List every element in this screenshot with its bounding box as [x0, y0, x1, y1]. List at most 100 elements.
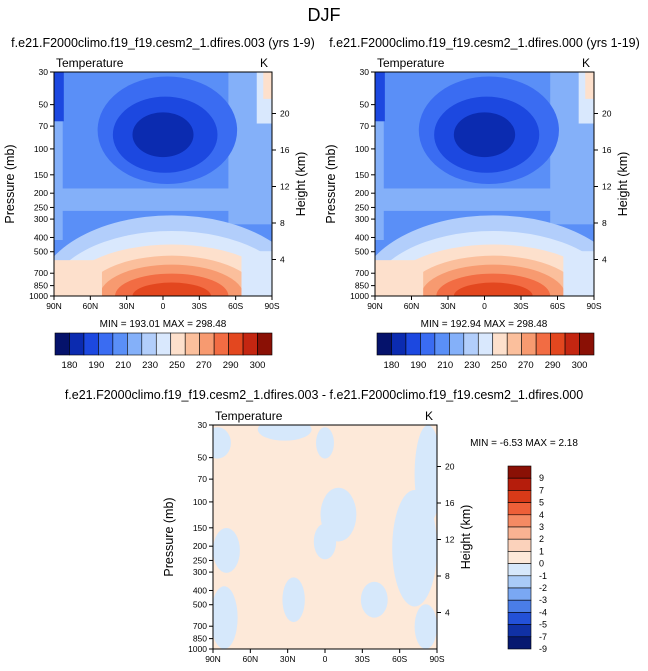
x-tick-label: 60S [550, 301, 565, 311]
height-tick-label: 8 [280, 218, 285, 228]
y-tick-label: 500 [193, 600, 207, 610]
y-tick-label: 1000 [29, 291, 48, 301]
height-tick-label: 16 [280, 145, 290, 155]
contour-field [213, 425, 437, 649]
colorbar-label: 210 [437, 360, 453, 371]
colorbar-swatch [507, 538, 532, 552]
min-max-stats: MIN = 193.01 MAX = 298.48 [100, 319, 227, 330]
colorbar-label: -1 [539, 571, 547, 581]
height-tick-label: 20 [280, 108, 290, 118]
colorbar-swatch [507, 477, 532, 491]
x-tick-label: 90S [586, 301, 601, 311]
height-tick-label: 12 [280, 181, 290, 191]
y-tick-label: 70 [360, 121, 370, 131]
x-tick-label: 30S [192, 301, 207, 311]
colorbar: 180 190 210 230 250 270 290 300 [54, 332, 273, 371]
colorbar: 180 190 210 230 250 270 290 300 [376, 332, 595, 371]
colorbar-label: 3 [539, 522, 544, 532]
x-tick-label: 30N [119, 301, 135, 311]
colorbar-swatch [507, 465, 532, 479]
y-tick-label: 850 [355, 281, 369, 291]
colorbar-label: 190 [88, 360, 104, 371]
y-tick-label: 400 [355, 232, 369, 242]
y-tick-label: 150 [34, 170, 48, 180]
colorbar-swatch [564, 332, 580, 356]
y-tick-label: 150 [193, 523, 207, 533]
y-tick-label: 250 [355, 202, 369, 212]
y-tick-label: 1000 [188, 644, 207, 654]
height-tick-label: 16 [602, 145, 612, 155]
units-label: K [425, 409, 433, 423]
colorbar-swatch [579, 332, 595, 356]
colorbar: 9 7 5 4 3 2 1 0 -1 -2 -3 -4 -5 -7 -9 [507, 465, 547, 654]
x-tick-label: 0 [323, 654, 328, 664]
chart-panel-2: f.e21.F2000climo.f19_f19.cesm2_1.dfires.… [324, 36, 640, 371]
colorbar-label: 7 [539, 485, 544, 495]
colorbar-swatch [376, 332, 392, 356]
chart-panel-3: f.e21.F2000climo.f19_f19.cesm2_1.dfires.… [65, 388, 583, 664]
colorbar-swatch [391, 332, 407, 356]
contour-field [375, 72, 594, 296]
colorbar-label: 5 [539, 498, 544, 508]
x-tick-label: 90S [264, 301, 279, 311]
colorbar-swatch [535, 332, 551, 356]
colorbar-label: 2 [539, 534, 544, 544]
y-tick-label: 200 [355, 188, 369, 198]
chart-panel-1: f.e21.F2000climo.f19_f19.cesm2_1.dfires.… [3, 36, 315, 371]
colorbar-label: 180 [384, 360, 400, 371]
colorbar-label: -2 [539, 583, 547, 593]
colorbar-swatch [507, 526, 532, 540]
colorbar-label: -7 [539, 632, 547, 642]
y-tick-label: 200 [193, 541, 207, 551]
y-tick-label: 400 [193, 585, 207, 595]
contour-field [54, 72, 272, 296]
colorbar-label: 290 [223, 360, 239, 371]
x-tick-label: 0 [482, 301, 487, 311]
colorbar-label: 270 [518, 360, 534, 371]
x-tick-label: 60N [83, 301, 99, 311]
colorbar-swatch [228, 332, 244, 356]
y-tick-label: 850 [34, 281, 48, 291]
colorbar-label: 190 [410, 360, 426, 371]
y-tick-label: 50 [39, 100, 49, 110]
y-tick-label: 250 [193, 555, 207, 565]
height-tick-label: 8 [602, 218, 607, 228]
colorbar-label: 1 [539, 546, 544, 556]
colorbar-swatch [170, 332, 186, 356]
colorbar-label: 290 [545, 360, 561, 371]
colorbar-swatch [507, 612, 532, 625]
min-max-stats: MIN = -6.53 MAX = 2.18 [470, 438, 578, 449]
height-tick-label: 4 [280, 254, 285, 264]
y-tick-label: 850 [193, 634, 207, 644]
panel-title: f.e21.F2000climo.f19_f19.cesm2_1.dfires.… [65, 388, 583, 402]
y-tick-label: 70 [39, 121, 49, 131]
y-tick-label: 1000 [350, 291, 369, 301]
colorbar-swatch [184, 332, 200, 356]
colorbar-label: -3 [539, 595, 547, 605]
colorbar-label: 230 [142, 360, 158, 371]
colorbar-swatch [242, 332, 258, 356]
colorbar-label: 9 [539, 473, 544, 483]
y-tick-label: 30 [198, 420, 208, 430]
colorbar-swatch [550, 332, 566, 356]
colorbar-label: 230 [464, 360, 480, 371]
colorbar-label: 250 [491, 360, 507, 371]
y-tick-label: 100 [193, 497, 207, 507]
colorbar-swatch [463, 332, 479, 356]
colorbar-label: 270 [196, 360, 212, 371]
y-axis-label: Pressure (mb) [162, 497, 176, 576]
y-tick-label: 700 [193, 621, 207, 631]
min-max-stats: MIN = 192.94 MAX = 298.48 [421, 319, 548, 330]
y-tick-label: 50 [360, 100, 370, 110]
height-tick-label: 4 [445, 607, 450, 617]
y-tick-label: 400 [34, 232, 48, 242]
colorbar-swatch [199, 332, 215, 356]
y-tick-label: 500 [355, 247, 369, 257]
x-tick-label: 60N [404, 301, 420, 311]
colorbar-swatch [54, 332, 70, 356]
y-tick-label: 70 [198, 474, 208, 484]
y-tick-label: 50 [198, 453, 208, 463]
colorbar-label: 300 [250, 360, 266, 371]
y-tick-label: 300 [193, 567, 207, 577]
